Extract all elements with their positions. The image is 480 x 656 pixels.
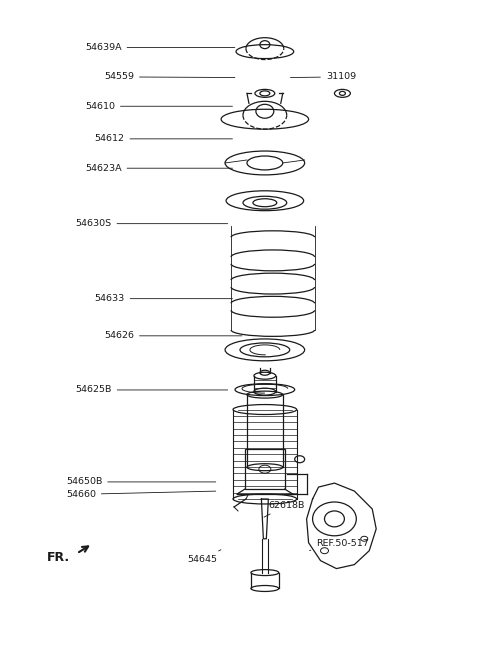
- Text: 54559: 54559: [104, 72, 235, 81]
- Text: 54633: 54633: [95, 294, 232, 303]
- Text: 54639A: 54639A: [85, 43, 235, 52]
- Text: 62618B: 62618B: [264, 501, 305, 517]
- Text: 54630S: 54630S: [75, 219, 228, 228]
- Text: 54660: 54660: [66, 490, 216, 499]
- Text: 31109: 31109: [290, 72, 356, 81]
- Text: 54623A: 54623A: [85, 164, 232, 173]
- Text: 54645: 54645: [188, 550, 221, 564]
- Text: 54625B: 54625B: [75, 386, 228, 394]
- Text: FR.: FR.: [47, 551, 70, 564]
- Text: 54650B: 54650B: [66, 478, 216, 486]
- Text: 54610: 54610: [85, 102, 232, 111]
- Text: 54612: 54612: [95, 134, 232, 144]
- Text: 54626: 54626: [104, 331, 242, 340]
- Text: REF.50-517: REF.50-517: [310, 539, 369, 550]
- Bar: [245, 449, 285, 489]
